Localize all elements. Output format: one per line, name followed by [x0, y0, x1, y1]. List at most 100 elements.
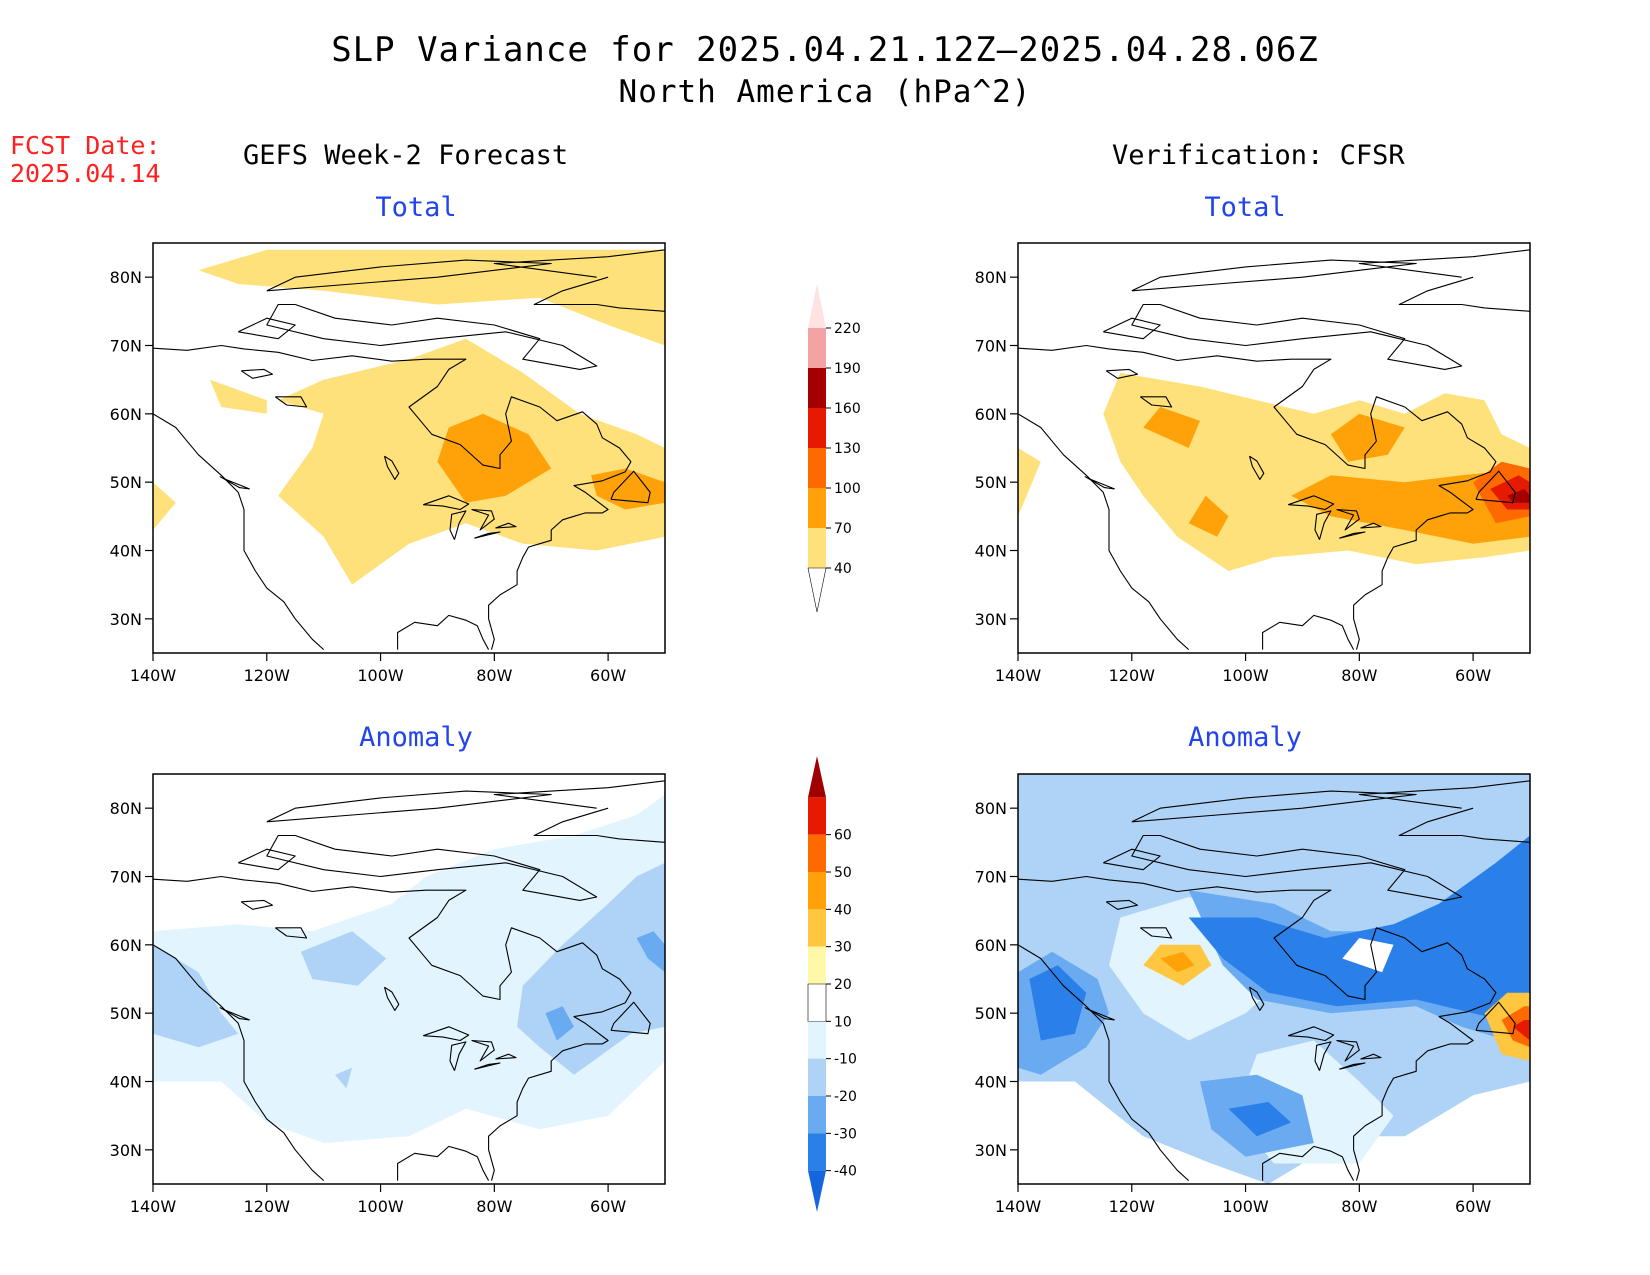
map-panel-top_left: 80N 70N 60N 50N 40N 30N 140W 120W 100W 80W 60W — [110, 242, 666, 685]
coastline — [1084, 476, 1115, 490]
colorbar-swatch — [808, 368, 826, 408]
lat-label: 30N — [110, 610, 142, 629]
coastlines-top_left — [153, 249, 665, 651]
lat-label: 60N — [975, 405, 1007, 424]
colorbar-label: 40 — [834, 902, 852, 918]
coastline — [153, 944, 325, 1182]
panel-title-top-left: Total — [375, 192, 457, 223]
shading-top_right — [1018, 243, 1530, 653]
coastline — [1314, 1041, 1332, 1071]
coastline — [493, 249, 665, 312]
colorbar-swatch — [808, 408, 826, 448]
lat-label: 80N — [975, 799, 1007, 818]
coastline — [383, 455, 400, 480]
coastline — [493, 780, 665, 843]
coastline — [1018, 344, 1497, 650]
coastline — [449, 1041, 467, 1071]
coastline — [1018, 944, 1190, 1182]
coastline — [1360, 522, 1382, 529]
lon-label: 80W — [476, 666, 512, 685]
coastline — [495, 522, 517, 529]
lat-label: 40N — [110, 542, 142, 561]
coastline — [153, 344, 632, 650]
lon-label: 100W — [1222, 1197, 1269, 1216]
colorbar-swatch — [808, 284, 826, 328]
coastline — [397, 1145, 490, 1181]
coastline — [266, 834, 598, 901]
lat-label: 80N — [110, 799, 142, 818]
coastline — [471, 508, 495, 531]
lat-label: 70N — [975, 337, 1007, 356]
coastline — [1103, 848, 1161, 871]
lon-label: 60W — [1455, 1197, 1491, 1216]
panel-title-top-right: Total — [1204, 192, 1286, 223]
colorbar-swatch — [807, 983, 827, 1022]
coastline — [153, 413, 325, 651]
lon-label: 120W — [244, 1197, 291, 1216]
lon-label: 120W — [1109, 666, 1156, 685]
shaded-region — [153, 482, 176, 530]
shaded-region — [153, 944, 239, 1048]
lat-label: 50N — [975, 1004, 1007, 1023]
colorbar-swatch — [808, 797, 826, 835]
colorbar-swatch — [808, 528, 826, 568]
panel-title-bottom-left: Anomaly — [359, 722, 473, 753]
coastline — [238, 317, 296, 340]
lon-label: 100W — [357, 666, 404, 685]
sub-title: North America (hPa^2) — [618, 74, 1032, 110]
coastline — [1262, 614, 1355, 650]
shaded-region — [1029, 965, 1087, 1041]
coastline — [1288, 495, 1335, 511]
colorbar-swatch — [808, 1133, 826, 1171]
lon-label: 80W — [476, 1197, 512, 1216]
lat-label: 60N — [110, 936, 142, 955]
shading-bottom_right — [1018, 774, 1530, 1184]
colorbar-swatch — [808, 488, 826, 528]
colorbar-label: -20 — [834, 1089, 857, 1105]
shaded-region — [209, 379, 267, 414]
lat-label: 30N — [110, 1141, 142, 1160]
lat-label: 60N — [110, 405, 142, 424]
shaded-region — [335, 1067, 353, 1089]
shaded-region — [437, 413, 552, 503]
coastline — [274, 396, 308, 408]
lat-label: 50N — [110, 473, 142, 492]
coastline — [610, 1001, 651, 1035]
coastlines-top_right — [1018, 249, 1530, 651]
coastline — [1360, 1053, 1382, 1060]
coastline — [266, 303, 598, 370]
lat-label: 40N — [110, 1073, 142, 1092]
coastline — [1475, 470, 1516, 504]
fcst-date-label: FCST Date: — [10, 131, 161, 160]
colorbar-label: 160 — [834, 401, 861, 417]
coastline — [1248, 455, 1265, 480]
colorbar-label: 20 — [834, 977, 852, 993]
coastline — [219, 476, 250, 490]
coastline — [266, 259, 552, 292]
lat-label: 30N — [975, 1141, 1007, 1160]
coastline — [1339, 531, 1366, 539]
shaded-region — [300, 931, 387, 986]
coastline — [240, 368, 274, 379]
coastline — [1103, 317, 1161, 340]
colorbar-label: -40 — [834, 1164, 857, 1180]
lat-label: 70N — [975, 868, 1007, 887]
lat-label: 70N — [110, 868, 142, 887]
coastline — [1475, 1001, 1516, 1035]
shaded-region — [1143, 407, 1200, 448]
colorbar-label: 130 — [834, 441, 861, 457]
colorbar-swatch — [808, 872, 826, 910]
coastline — [423, 1026, 470, 1042]
lon-label: 60W — [590, 1197, 626, 1216]
colorbar-label: -10 — [834, 1052, 857, 1068]
colorbar-swatch — [808, 834, 826, 872]
fcst-date-value: 2025.04.14 — [10, 159, 161, 188]
shaded-region — [1330, 413, 1405, 462]
colorbar-label: 50 — [834, 865, 852, 881]
lat-label: 80N — [110, 268, 142, 287]
colorbar-label: 30 — [834, 940, 852, 956]
lon-label: 140W — [130, 666, 177, 685]
colorbar-anomaly: -40 -30 -20 -10 10 20 30 40 50 60 — [807, 756, 857, 1212]
shaded-region — [591, 468, 665, 510]
lon-label: 60W — [590, 666, 626, 685]
